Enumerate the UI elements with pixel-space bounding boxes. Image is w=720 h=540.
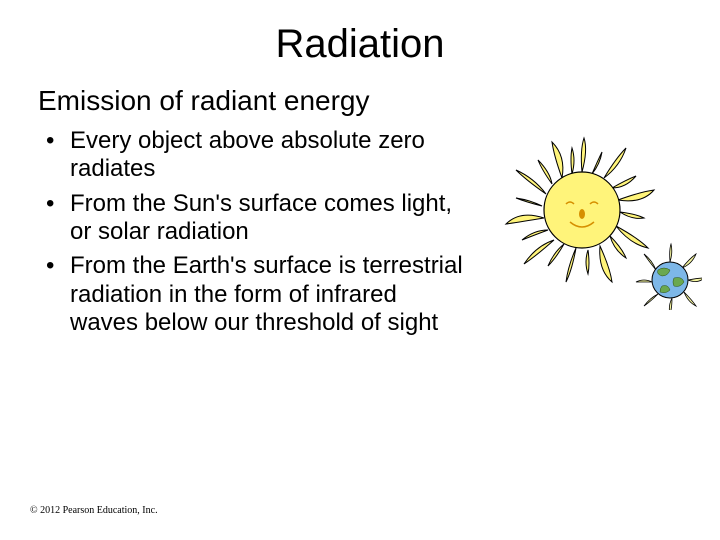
bullet-list: Every object above absolute zero radiate… <box>38 127 468 337</box>
bullet-item: From the Sun's surface comes light, or s… <box>46 190 468 247</box>
copyright-text: © 2012 Pearson Education, Inc. <box>30 505 158 516</box>
bullet-item: From the Earth's surface is terrestrial … <box>46 252 468 337</box>
subtitle: Emission of radiant energy <box>38 85 682 117</box>
illustration-svg <box>492 130 702 310</box>
sun-earth-illustration <box>492 130 702 310</box>
slide-title: Radiation <box>0 0 720 85</box>
bullet-item: Every object above absolute zero radiate… <box>46 127 468 184</box>
